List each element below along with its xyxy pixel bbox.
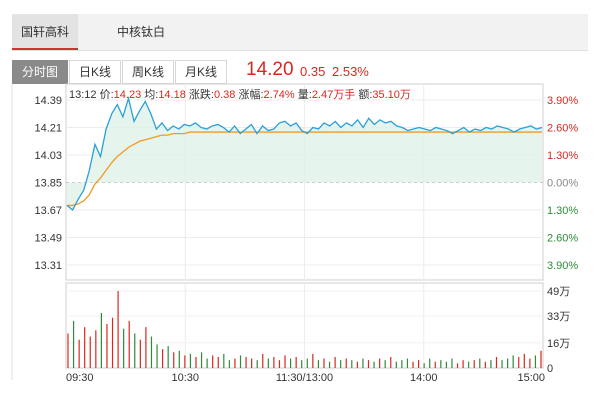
info-price: 14.23 [113,89,142,101]
pct-tick-label: 3.90% [547,260,578,272]
volume-tick-label: 0 [547,363,553,375]
price-tick-label: 14.03 [34,150,62,162]
info-price-label: 价: [99,89,114,101]
pct-tick-label: 3.90% [547,95,578,107]
price-tick-label: 14.39 [34,95,62,107]
info-avg-label: 均: [144,89,159,101]
crosshair-info: 13:12 价:14.23 均:14.18 涨跌:0.38 涨幅:2.74% 量… [69,86,411,102]
price-area-fill [67,98,542,210]
volume-tick-label: 16万 [547,338,570,350]
tab-monthly-k[interactable]: 月K线 [175,60,227,84]
info-amount: 35.10万 [372,89,411,101]
info-volume-label: 量: [297,89,312,101]
info-time: 13:12 [69,89,97,101]
time-tick-label: 14:00 [410,372,438,384]
price-tick-label: 13.31 [34,260,62,272]
quote-change: 0.35 [300,64,326,79]
volume-tick-label: 49万 [547,286,570,298]
tab-intraday[interactable]: 分时图 [12,60,68,84]
price-tick-label: 13.85 [34,178,62,190]
price-line [66,96,543,212]
stock-tab-zhonghe[interactable]: 中核钛白 [116,25,165,39]
stock-tab-guoxuan[interactable]: 国轩高科 [12,14,78,50]
volume-tick-label: 33万 [547,311,570,323]
info-amount-label: 额: [358,89,373,101]
quote-price: 14.20 [246,59,294,80]
info-change: 0.38 [213,89,236,101]
stock-tab-bar: 国轩高科 中核钛白 [12,14,588,51]
info-amp: 2.74% [263,89,295,101]
tab-daily-k[interactable]: 日K线 [69,60,121,84]
price-tick-label: 13.67 [34,205,62,217]
info-change-label: 涨跌: [188,89,214,101]
info-volume: 2.47万手 [311,89,356,101]
pct-tick-label: 1.30% [547,205,578,217]
pct-tick-label: 2.60% [547,123,578,135]
tab-weekly-k[interactable]: 周K线 [122,60,174,84]
time-tick-label: 15:00 [517,372,545,384]
info-avg: 14.18 [158,89,186,101]
quote-change-pct: 2.53% [332,64,369,79]
time-tick-label: 10:30 [171,372,199,384]
price-tick-label: 13.49 [34,233,62,245]
time-tick-label: 11:30/13:00 [276,372,333,384]
pct-tick-label: 0.00% [547,178,578,190]
time-tick-label: 09:30 [66,372,94,384]
pct-tick-label: 2.60% [547,233,578,245]
pct-tick-label: 1.30% [547,150,578,162]
price-tick-label: 14.21 [34,123,62,135]
info-amp-label: 涨幅: [238,89,264,101]
